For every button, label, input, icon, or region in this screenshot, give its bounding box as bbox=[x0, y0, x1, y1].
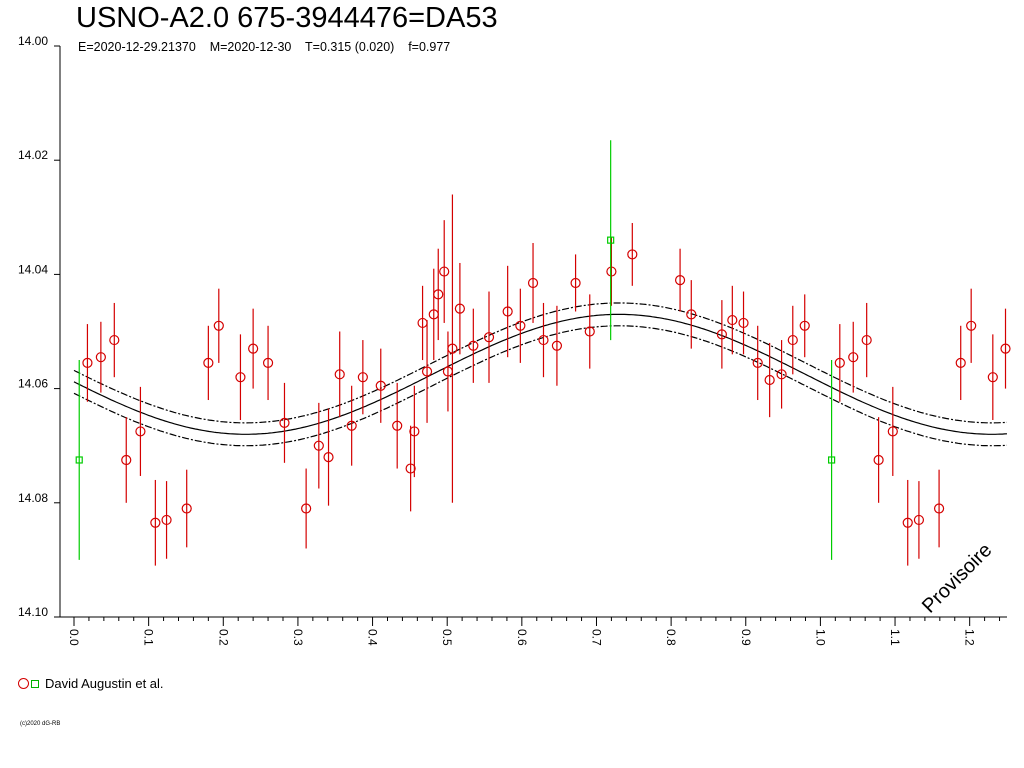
x-tick-label: 0.0 bbox=[67, 629, 81, 646]
y-tick-label: 14.06 bbox=[18, 377, 48, 391]
red-circle-point bbox=[933, 503, 945, 514]
y-tick-label: 14.08 bbox=[18, 491, 48, 505]
red-circle-point bbox=[538, 334, 549, 346]
red-circle-point bbox=[861, 334, 872, 346]
red-circle-point bbox=[1000, 343, 1011, 354]
red-circle-point bbox=[527, 277, 539, 289]
red-circle-point bbox=[674, 275, 686, 286]
red-circle-point bbox=[848, 352, 859, 363]
red-circle-point bbox=[834, 357, 845, 369]
red-circle-point bbox=[121, 454, 132, 466]
red-circle-point bbox=[764, 374, 775, 386]
red-circle-point bbox=[627, 249, 638, 260]
watermark-text: Provisoire bbox=[918, 539, 996, 617]
red-circle-point bbox=[902, 517, 913, 528]
red-circle-point bbox=[570, 277, 581, 289]
red-circle-point bbox=[955, 357, 966, 369]
red-circle-point bbox=[323, 452, 334, 463]
red-circle-point bbox=[966, 320, 977, 331]
x-tick-label: 0.3 bbox=[291, 629, 305, 646]
red-circle-point bbox=[686, 309, 697, 320]
red-circle-point bbox=[375, 380, 386, 391]
x-tick-label: 0.2 bbox=[216, 629, 230, 646]
x-tick-label: 1.2 bbox=[963, 629, 977, 646]
red-circle-point bbox=[150, 517, 161, 528]
red-circle-point bbox=[776, 369, 787, 380]
red-circle-point bbox=[203, 357, 214, 369]
chart-subtitle: E=2020-12-29.21370 M=2020-12-30 T=0.315 … bbox=[78, 40, 451, 54]
red-circle-point bbox=[421, 366, 433, 377]
x-tick-label: 0.1 bbox=[142, 629, 156, 646]
red-circle-point bbox=[727, 314, 738, 326]
red-circle-point bbox=[468, 340, 479, 351]
red-circle-point bbox=[279, 417, 290, 428]
red-circle-point bbox=[483, 332, 495, 343]
red-circle-point bbox=[82, 357, 93, 369]
red-circle-point bbox=[392, 420, 403, 431]
red-circle-point bbox=[334, 369, 345, 380]
circle-marker-icon bbox=[18, 678, 29, 689]
red-circle-point bbox=[248, 343, 259, 354]
square-marker-icon bbox=[31, 679, 39, 688]
x-tick-label: 0.8 bbox=[664, 629, 678, 646]
red-circle-point bbox=[161, 514, 172, 526]
red-circle-point bbox=[752, 357, 763, 369]
model-lower-envelope bbox=[73, 325, 1008, 447]
red-circle-point bbox=[454, 303, 465, 314]
red-circle-point bbox=[738, 317, 749, 329]
red-circle-point bbox=[873, 454, 884, 466]
red-circle-point bbox=[313, 440, 324, 451]
red-circle-point bbox=[409, 426, 420, 437]
red-circle-point bbox=[433, 289, 444, 300]
x-tick-label: 0.7 bbox=[589, 629, 603, 646]
red-circle-point bbox=[606, 266, 617, 277]
green-square-point bbox=[75, 456, 83, 464]
green-square-point bbox=[607, 236, 615, 244]
red-circle-point bbox=[913, 514, 925, 526]
x-tick-label: 0.4 bbox=[366, 629, 380, 646]
model-upper-envelope bbox=[73, 302, 1008, 424]
red-circle-point bbox=[301, 503, 312, 514]
x-tick-label: 0.6 bbox=[515, 629, 529, 646]
red-circle-point bbox=[987, 372, 998, 383]
model-curve bbox=[73, 313, 1008, 435]
x-tick-label: 0.9 bbox=[739, 629, 753, 646]
x-tick-label: 1.1 bbox=[888, 629, 902, 646]
red-circle-point bbox=[799, 320, 810, 331]
red-circle-point bbox=[346, 420, 357, 431]
legend-label: David Augustin et al. bbox=[45, 676, 164, 691]
copyright-text: (c)2020 dG-RB bbox=[20, 721, 61, 727]
y-tick-label: 14.10 bbox=[18, 605, 48, 619]
red-circle-point bbox=[135, 426, 146, 437]
red-circle-point bbox=[262, 357, 274, 369]
red-circle-point bbox=[787, 334, 798, 346]
red-circle-point bbox=[357, 372, 368, 383]
red-circle-point bbox=[515, 320, 526, 331]
red-circle-point bbox=[584, 326, 595, 337]
red-circle-point bbox=[95, 352, 106, 363]
green-square-point bbox=[827, 456, 836, 464]
y-tick-label: 14.04 bbox=[18, 262, 48, 276]
red-circle-point bbox=[551, 340, 563, 351]
chart-title: USNO-A2.0 675-3944476=DA53 bbox=[76, 2, 498, 34]
red-circle-point bbox=[439, 266, 450, 277]
red-circle-point bbox=[181, 503, 192, 514]
red-circle-point bbox=[502, 306, 513, 317]
red-circle-point bbox=[405, 463, 416, 474]
x-tick-label: 1.0 bbox=[813, 629, 827, 646]
red-circle-point bbox=[235, 372, 246, 383]
red-circle-point bbox=[716, 329, 727, 340]
y-tick-label: 14.02 bbox=[18, 148, 48, 162]
red-circle-point bbox=[887, 426, 898, 437]
red-circle-point bbox=[109, 334, 120, 346]
red-circle-point bbox=[447, 343, 458, 354]
red-circle-point bbox=[213, 320, 224, 331]
x-tick-label: 0.5 bbox=[440, 629, 454, 646]
y-tick-label: 14.00 bbox=[18, 34, 48, 48]
legend: David Augustin et al. bbox=[18, 676, 164, 691]
